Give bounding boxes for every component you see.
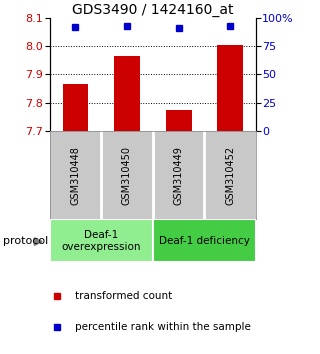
Text: percentile rank within the sample: percentile rank within the sample xyxy=(75,322,251,332)
Bar xyxy=(114,56,140,131)
Text: Deaf-1
overexpression: Deaf-1 overexpression xyxy=(61,230,141,252)
Text: GSM310448: GSM310448 xyxy=(70,146,80,205)
Text: transformed count: transformed count xyxy=(75,291,172,301)
Bar xyxy=(166,110,191,131)
Bar xyxy=(50,219,153,262)
Bar xyxy=(62,84,88,131)
Text: GSM310449: GSM310449 xyxy=(174,146,184,205)
Bar xyxy=(153,219,256,262)
Title: GDS3490 / 1424160_at: GDS3490 / 1424160_at xyxy=(72,3,234,17)
Text: GSM310450: GSM310450 xyxy=(122,146,132,205)
Bar xyxy=(217,45,243,131)
Text: GSM310452: GSM310452 xyxy=(225,145,235,205)
Text: Deaf-1 deficiency: Deaf-1 deficiency xyxy=(159,236,250,246)
Text: protocol: protocol xyxy=(3,236,48,246)
